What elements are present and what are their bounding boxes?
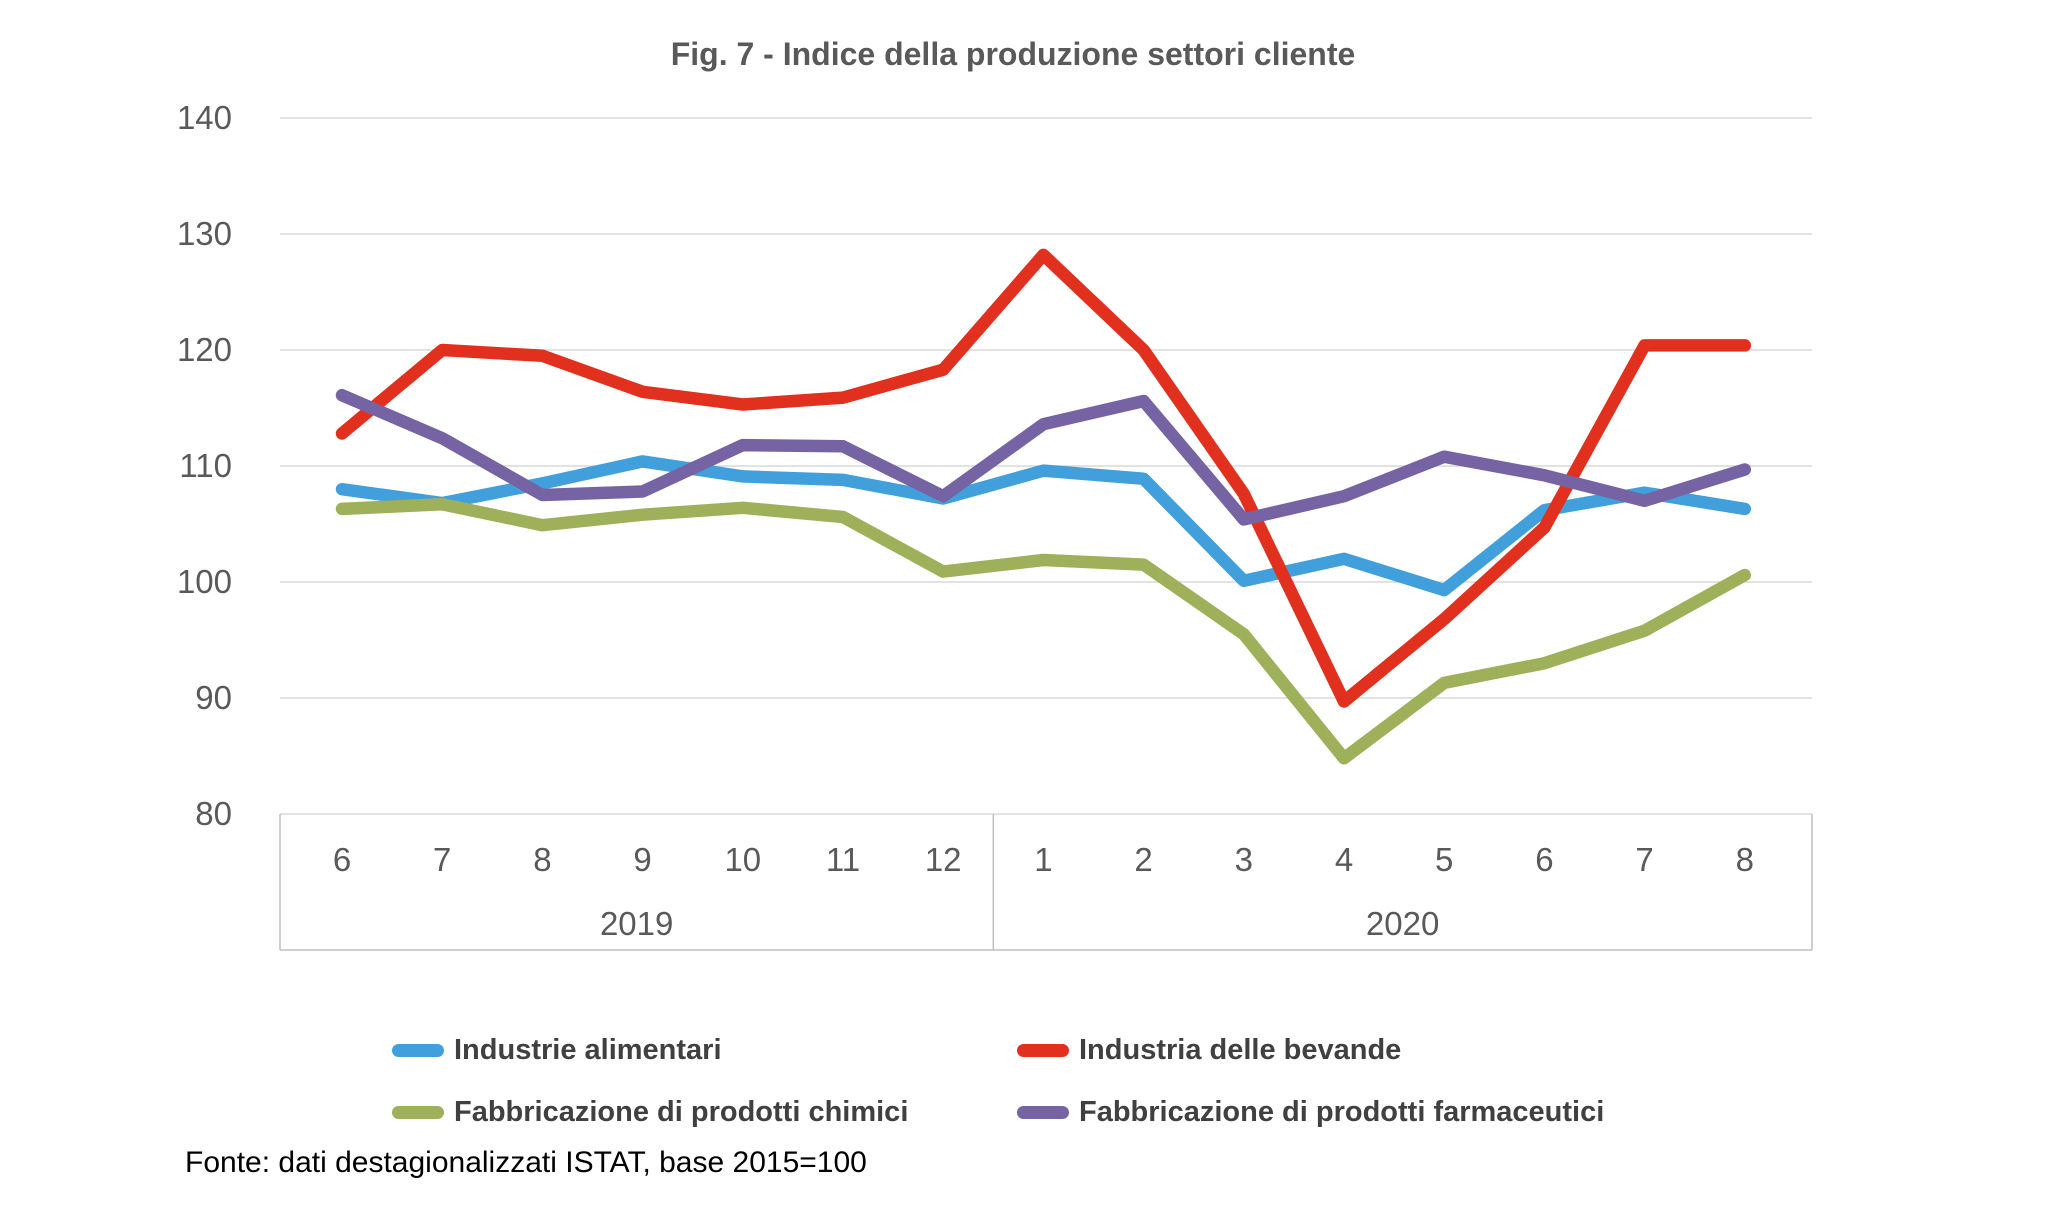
legend-swatch-fabbricazione-di-prodotti-farmaceutici — [1017, 1106, 1069, 1119]
y-axis-tick-120: 120 — [176, 331, 232, 368]
x-axis-tick-14: 8 — [1735, 841, 1754, 878]
source-note: Fonte: dati destagionalizzati ISTAT, bas… — [185, 1146, 867, 1179]
y-axis-tick-130: 130 — [176, 215, 232, 252]
y-axis-tick-100: 100 — [176, 563, 232, 600]
x-axis-tick-9: 3 — [1234, 841, 1253, 878]
series-line-fabbricazione-di-prodotti-farmaceutici — [335, 388, 1752, 526]
legend-swatch-industrie-alimentari — [392, 1044, 444, 1057]
y-axis-tick-110: 110 — [179, 447, 232, 484]
legend-label-fabbricazione-di-prodotti-farmaceutici: Fabbricazione di prodotti farmaceutici — [1079, 1096, 1605, 1128]
x-axis-tick-3: 9 — [633, 841, 652, 878]
x-axis-tick-2: 8 — [533, 841, 552, 878]
legend-swatch-industria-delle-bevande — [1017, 1044, 1069, 1057]
y-axis-tick-140: 140 — [176, 99, 232, 136]
series-line-fabbricazione-di-prodotti-chimici — [335, 498, 1752, 765]
x-axis-tick-4: 10 — [724, 841, 762, 878]
x-axis-tick-11: 5 — [1435, 841, 1454, 878]
x-axis-group-2019: 2019 — [599, 905, 674, 942]
chart-title: Fig. 7 - Indice della produzione settori… — [670, 36, 1356, 72]
x-axis-tick-5: 11 — [825, 841, 861, 878]
legend-label-fabbricazione-di-prodotti-chimici: Fabbricazione di prodotti chimici — [454, 1096, 909, 1128]
series-line-industria-delle-bevande — [335, 248, 1752, 708]
x-axis-group-2020: 2020 — [1365, 905, 1440, 942]
x-axis-tick-13: 7 — [1635, 841, 1654, 878]
legend-swatch-fabbricazione-di-prodotti-chimici — [392, 1106, 444, 1119]
x-axis-tick-6: 12 — [924, 841, 962, 878]
x-axis-tick-12: 6 — [1535, 841, 1554, 878]
x-axis-tick-0: 6 — [332, 841, 352, 878]
legend-label-industrie-alimentari: Industrie alimentari — [454, 1034, 722, 1066]
x-axis-tick-8: 2 — [1134, 841, 1153, 878]
x-axis-tick-1: 7 — [433, 841, 452, 878]
y-axis-tick-90: 90 — [195, 679, 232, 716]
x-axis-tick-10: 4 — [1334, 841, 1354, 878]
legend-label-industria-delle-bevande: Industria delle bevande — [1079, 1034, 1402, 1066]
y-axis-tick-80: 80 — [195, 795, 232, 832]
x-axis-tick-7: 1 — [1034, 841, 1053, 878]
series-line-industrie-alimentari — [335, 455, 1752, 597]
